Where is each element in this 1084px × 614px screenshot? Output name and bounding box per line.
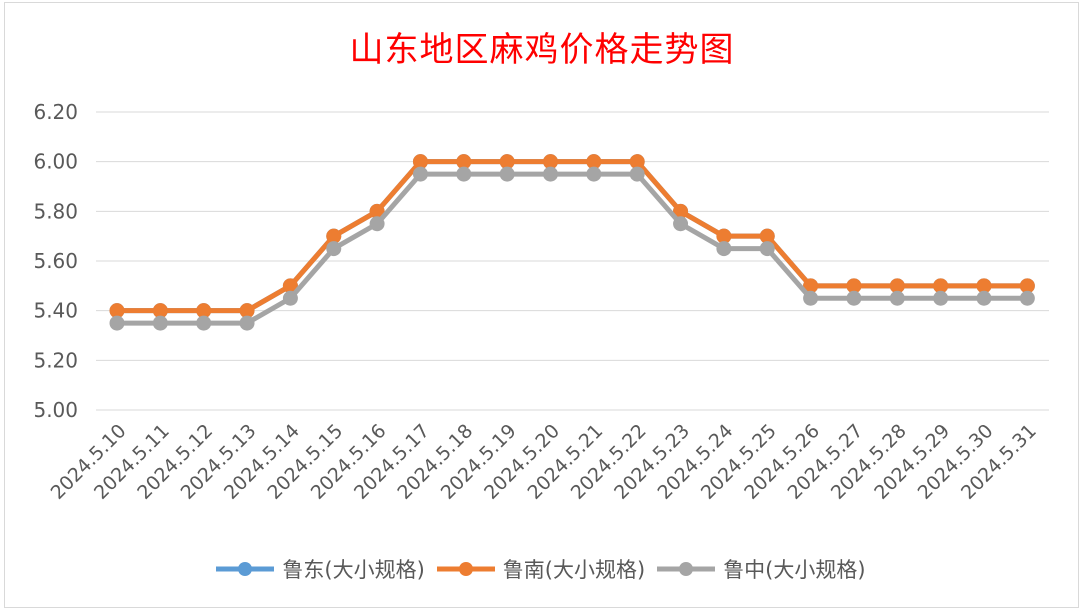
y-tick-label: 6.20 <box>33 100 78 124</box>
data-point <box>803 290 819 306</box>
data-point <box>629 154 645 170</box>
data-point <box>716 241 732 257</box>
data-point <box>152 303 168 319</box>
legend-label: 鲁南(大小规格) <box>502 558 646 582</box>
series-line <box>117 171 1028 326</box>
data-point <box>412 154 428 170</box>
data-point <box>326 241 342 257</box>
data-point <box>196 315 212 331</box>
data-point <box>456 154 472 170</box>
data-point <box>759 228 775 244</box>
data-point <box>846 290 862 306</box>
data-point <box>889 290 905 306</box>
legend-item: 鲁东(大小规格) <box>214 554 425 584</box>
data-point <box>369 216 385 232</box>
y-tick-label: 5.00 <box>33 398 78 422</box>
data-point <box>152 315 168 331</box>
data-point <box>976 290 992 306</box>
data-point <box>109 303 125 319</box>
legend-swatch <box>436 562 495 576</box>
legend-swatch <box>216 562 275 576</box>
data-point <box>1019 290 1035 306</box>
y-tick-label: 5.40 <box>33 299 78 323</box>
data-point <box>846 278 862 294</box>
chart-title: 山东地区麻鸡价格走势图 <box>349 30 735 70</box>
data-point <box>326 228 342 244</box>
data-point <box>109 315 125 331</box>
data-point <box>282 290 298 306</box>
y-tick-label: 6.00 <box>33 150 78 174</box>
data-point <box>239 303 255 319</box>
data-point <box>586 166 602 182</box>
data-point <box>543 166 558 182</box>
data-point <box>499 154 515 170</box>
legend-label: 鲁东(大小规格) <box>282 558 425 582</box>
data-point <box>933 290 949 306</box>
data-point <box>1019 278 1035 294</box>
data-point <box>412 166 428 182</box>
data-point <box>586 154 602 170</box>
data-point <box>933 278 949 294</box>
data-point <box>456 166 472 182</box>
legend-label: 鲁中(大小规格) <box>723 558 866 582</box>
data-point <box>759 241 775 257</box>
legend-item: 鲁南(大小规格) <box>435 554 645 584</box>
legend-item: 鲁中(大小规格) <box>655 554 866 584</box>
chart-legend: 鲁东(大小规格) 鲁南(大小规格) 鲁中(大小规格) <box>0 554 1084 584</box>
data-point <box>629 166 645 182</box>
data-point <box>976 278 992 294</box>
data-point <box>239 315 255 331</box>
y-tick-label: 5.60 <box>33 249 78 273</box>
y-tick-label: 5.80 <box>33 199 78 223</box>
data-point <box>196 303 212 319</box>
data-point <box>889 278 905 294</box>
data-point <box>543 154 558 170</box>
legend-swatch <box>657 562 716 576</box>
y-tick-label: 5.20 <box>33 348 78 372</box>
data-point <box>716 228 732 244</box>
data-point <box>673 216 689 232</box>
series-line <box>117 159 1028 314</box>
data-point <box>499 166 515 182</box>
